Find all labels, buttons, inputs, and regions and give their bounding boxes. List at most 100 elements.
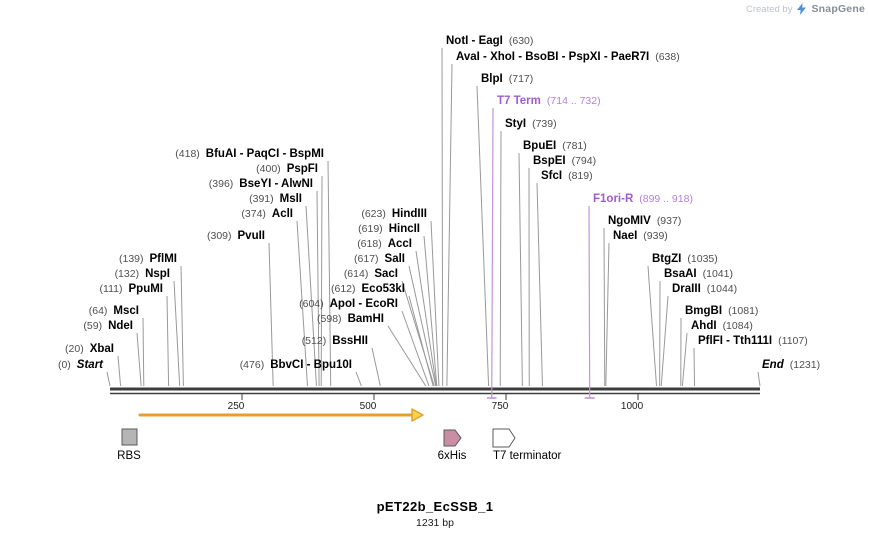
site-position: (717) xyxy=(508,73,534,85)
callout-line-xbai xyxy=(117,355,122,387)
site-label-hindiii[interactable]: (623) HindIII xyxy=(361,208,427,221)
site-position: (617) xyxy=(354,253,379,265)
callout-line-noti xyxy=(441,47,444,387)
site-label-xbai[interactable]: (20) XbaI xyxy=(65,343,114,356)
feature-glyph-6xhis[interactable] xyxy=(443,429,462,447)
site-label-bbvci[interactable]: (476) BbvCI - Bpu10I xyxy=(240,359,352,372)
snapgene-logo-icon xyxy=(796,3,807,15)
callout-line-msli xyxy=(305,205,317,387)
orf-arrow-head[interactable] xyxy=(411,408,424,422)
site-position: (638) xyxy=(655,51,680,63)
region-range: (714 .. 732) xyxy=(546,95,601,107)
site-enzyme-names: End xyxy=(762,359,784,371)
site-label-sfci[interactable]: SfcI (819) xyxy=(541,170,593,183)
site-position: (623) xyxy=(361,208,386,220)
site-label-pvuii[interactable]: (309) PvuII xyxy=(207,230,265,243)
site-label-ppumi[interactable]: (111) PpuMI xyxy=(100,283,163,296)
site-label-naei[interactable]: NaeI (939) xyxy=(613,230,668,243)
site-label-bseyi[interactable]: (396) BseYI - AlwNI xyxy=(209,178,313,191)
feature-label-t7-terminator[interactable]: T7 terminator xyxy=(493,450,562,462)
site-label-start[interactable]: (0) Start xyxy=(58,359,103,372)
callout-line-pflmi xyxy=(180,265,184,387)
site-label-pflfi[interactable]: PflFI - Tth111I (1107) xyxy=(698,335,808,348)
site-label-eco53ki[interactable]: (612) Eco53kI xyxy=(331,283,405,296)
callout-line-acli xyxy=(296,220,308,387)
site-label-nspi[interactable]: (132) NspI xyxy=(115,268,170,281)
site-label-end[interactable]: End (1231) xyxy=(762,359,820,372)
site-position: (1107) xyxy=(778,335,808,347)
site-label-bpuei[interactable]: BpuEI (781) xyxy=(523,140,587,153)
site-label-styi[interactable]: StyI (739) xyxy=(505,118,557,131)
feature-glyph-t7-terminator[interactable] xyxy=(492,428,516,448)
feature-glyph-rbs[interactable] xyxy=(121,428,138,446)
callout-line-bbvci xyxy=(355,371,362,387)
site-position: (309) xyxy=(207,230,232,242)
region-label-f1ori-r[interactable]: F1ori-R (899 .. 918) xyxy=(593,193,693,206)
callout-line-start xyxy=(106,371,111,387)
site-label-pflmi[interactable]: (139) PflMI xyxy=(119,253,177,266)
callout-line-sfci xyxy=(536,182,543,387)
site-enzyme-names: StyI xyxy=(505,118,527,130)
site-label-draiii[interactable]: DraIII (1044) xyxy=(672,283,737,296)
site-enzyme-names: XbaI xyxy=(89,343,114,355)
site-label-acci[interactable]: (618) AccI xyxy=(357,238,412,251)
site-enzyme-names: PflFI - Tth111I xyxy=(698,335,773,347)
site-enzyme-names: NdeI xyxy=(108,320,133,332)
site-label-ndei[interactable]: (59) NdeI xyxy=(83,320,133,333)
watermark-brand-text: SnapGene xyxy=(811,3,865,15)
callout-line-bamhi xyxy=(387,325,427,387)
site-position: (604) xyxy=(299,298,324,310)
region-callout-line-f1ori-r xyxy=(588,205,591,399)
site-label-ahdi[interactable]: AhdI (1084) xyxy=(691,320,753,333)
site-label-msli[interactable]: (391) MslI xyxy=(249,193,302,206)
callout-line-btgzi xyxy=(647,265,658,387)
callout-line-hincii xyxy=(423,235,438,387)
site-enzyme-names: MscI xyxy=(113,305,139,317)
site-label-blpi[interactable]: BlpI (717) xyxy=(481,73,533,86)
site-enzyme-names: BlpI xyxy=(481,73,503,85)
site-label-bsshii[interactable]: (512) BssHII xyxy=(302,335,368,348)
watermark-created-by-text: Created by xyxy=(745,3,793,15)
site-position: (781) xyxy=(562,140,587,152)
site-label-sali[interactable]: (617) SalI xyxy=(354,253,405,266)
site-label-apoi[interactable]: (604) ApoI - EcoRI xyxy=(299,298,398,311)
site-label-bsaai[interactable]: BsaAI (1041) xyxy=(664,268,733,281)
site-label-avai[interactable]: AvaI - XhoI - BsoBI - PspXI - PaeR7I (638… xyxy=(456,51,680,64)
feature-label-rbs[interactable]: RBS xyxy=(117,450,141,462)
site-position: (476) xyxy=(239,359,265,371)
site-label-bmgbi[interactable]: BmgBI (1081) xyxy=(685,305,758,318)
site-enzyme-names: PvuII xyxy=(237,230,265,242)
site-position: (111) xyxy=(99,283,123,295)
map-title: pET22b_EcSSB_1 xyxy=(376,499,494,514)
site-label-msci[interactable]: (64) MscI xyxy=(89,305,139,318)
map-length: 1231 bp xyxy=(416,517,454,529)
region-name: T7 Term xyxy=(497,95,541,107)
site-label-pspfi[interactable]: (400) PspFI xyxy=(256,163,318,176)
site-label-bamhi[interactable]: (598) BamHI xyxy=(317,313,384,326)
site-label-saci[interactable]: (614) SacI xyxy=(344,268,398,281)
site-label-hincii[interactable]: (619) HincII xyxy=(358,223,420,236)
site-enzyme-names: Eco53kI xyxy=(361,283,405,295)
feature-label-6xhis[interactable]: 6xHis xyxy=(437,450,467,462)
site-position: (512) xyxy=(301,335,327,347)
site-enzyme-names: SalI xyxy=(384,253,405,265)
callout-line-sali xyxy=(408,265,437,387)
site-position: (937) xyxy=(656,215,682,227)
site-label-btgzi[interactable]: BtgZI (1035) xyxy=(652,253,718,266)
site-label-ngomiv[interactable]: NgoMIV (937) xyxy=(608,215,681,228)
site-position: (132) xyxy=(114,268,140,280)
site-label-bfuai[interactable]: (418) BfuAI - PaqCI - BspMI xyxy=(175,148,324,161)
site-position: (794) xyxy=(571,155,597,167)
site-label-acli[interactable]: (374) AclI xyxy=(241,208,293,221)
callout-line-ahdi xyxy=(681,332,688,387)
region-name: F1ori-R xyxy=(593,193,634,205)
site-position: (1041) xyxy=(702,268,733,280)
callout-line-ppumi xyxy=(166,295,170,387)
site-enzyme-names: BbvCI - Bpu10I xyxy=(270,359,352,371)
region-label-t7-term[interactable]: T7 Term (714 .. 732) xyxy=(497,95,601,108)
site-position: (1035) xyxy=(687,253,718,265)
site-label-noti[interactable]: NotI - EagI (630) xyxy=(446,35,533,48)
site-enzyme-names: HincII xyxy=(388,223,420,235)
site-label-bspei[interactable]: BspEI (794) xyxy=(533,155,596,168)
